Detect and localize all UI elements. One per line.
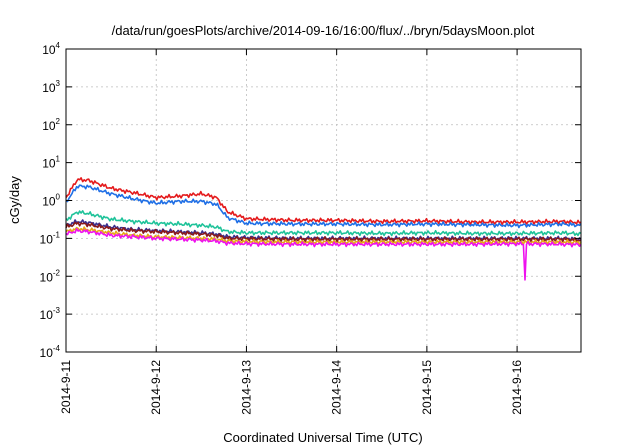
series-line-5 bbox=[65, 221, 582, 243]
x-tick-layer: 2014-9-11 2014-9-12 2014-9-13 2014-9-14 2014… bbox=[59, 49, 524, 415]
series-line-2 bbox=[65, 184, 582, 229]
x-tick-label: 2014-9-16 bbox=[510, 360, 524, 415]
y-tick-label: 100 bbox=[42, 193, 60, 209]
y-tick-label: 10-2 bbox=[40, 268, 61, 284]
y-tick-label: 10-4 bbox=[40, 344, 61, 360]
y-tick-label: 104 bbox=[42, 41, 60, 57]
y-tick-label: 10-3 bbox=[40, 306, 61, 322]
x-tick-label: 2014-9-15 bbox=[420, 360, 434, 415]
series-line-3 bbox=[65, 210, 582, 237]
chart-title: /data/run/goesPlots/archive/2014-09-16/1… bbox=[112, 23, 535, 38]
x-tick-label: 2014-9-12 bbox=[149, 360, 163, 415]
x-axis-label: Coordinated Universal Time (UTC) bbox=[223, 430, 422, 445]
series-line-1 bbox=[65, 177, 582, 226]
y-tick-layer: 10-4 10-3 10-2 10-1 100 101 102 103 104 bbox=[40, 41, 581, 360]
y-tick-label: 102 bbox=[42, 117, 60, 133]
x-tick-label: 2014-9-13 bbox=[239, 360, 253, 415]
y-axis-label: cGy/day bbox=[7, 176, 22, 224]
series-layer bbox=[65, 177, 582, 281]
y-tick-label: 10-1 bbox=[40, 230, 61, 246]
series-line-7 bbox=[65, 228, 582, 281]
y-tick-label: 101 bbox=[42, 155, 60, 171]
y-tick-label: 103 bbox=[42, 79, 60, 95]
x-tick-label: 2014-9-11 bbox=[59, 360, 73, 414]
x-tick-label: 2014-9-14 bbox=[330, 360, 344, 415]
